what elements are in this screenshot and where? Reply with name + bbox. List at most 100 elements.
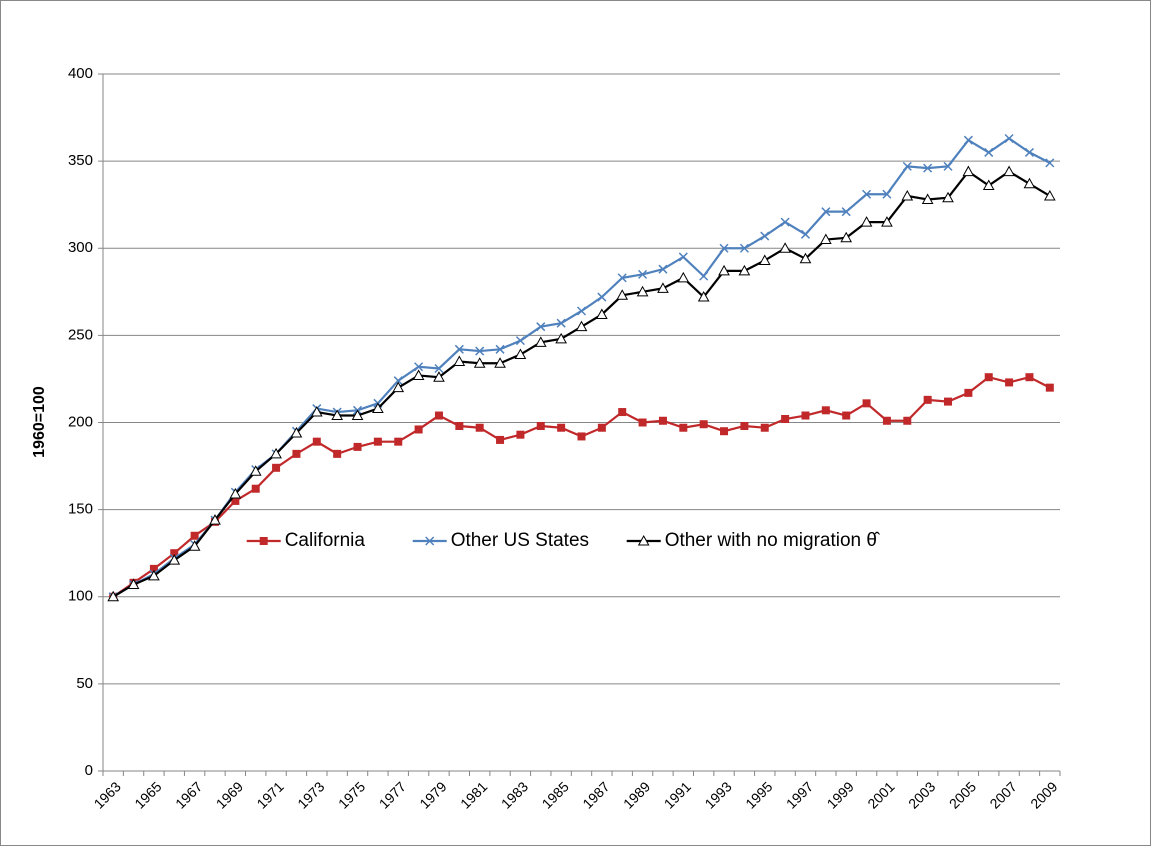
marker	[577, 432, 586, 441]
marker	[862, 399, 871, 408]
y-tick-label: 100	[68, 588, 93, 605]
marker	[494, 357, 506, 368]
marker	[699, 420, 708, 429]
marker	[425, 536, 435, 546]
marker	[760, 423, 769, 432]
marker	[740, 421, 749, 430]
marker	[679, 423, 688, 432]
marker	[637, 534, 650, 546]
marker	[310, 406, 323, 417]
marker	[454, 344, 464, 354]
marker	[821, 406, 830, 415]
marker	[412, 369, 425, 380]
marker	[840, 231, 853, 243]
marker	[556, 318, 566, 328]
marker	[658, 416, 667, 425]
marker	[881, 216, 893, 227]
marker	[127, 578, 140, 590]
marker	[516, 430, 525, 439]
marker	[841, 207, 851, 217]
marker	[188, 540, 201, 551]
marker	[842, 411, 851, 420]
marker	[964, 388, 973, 397]
marker	[718, 264, 730, 276]
marker	[618, 408, 627, 417]
marker	[636, 285, 649, 297]
marker	[903, 416, 912, 425]
legend-label: Other with no migration θ̂	[665, 530, 881, 551]
marker	[270, 447, 282, 459]
marker	[475, 346, 485, 356]
marker	[1005, 378, 1014, 387]
marker	[739, 243, 749, 253]
marker	[984, 147, 994, 157]
marker	[923, 395, 932, 404]
y-tick-label: 250	[68, 326, 93, 343]
marker	[353, 442, 362, 451]
marker	[148, 569, 160, 581]
marker	[534, 336, 547, 347]
marker	[1045, 383, 1054, 392]
marker	[209, 514, 221, 525]
marker	[819, 233, 832, 245]
marker	[943, 161, 953, 171]
marker	[229, 487, 242, 499]
marker	[901, 189, 914, 201]
marker	[982, 179, 995, 191]
marker	[414, 425, 423, 434]
y-tick-label: 50	[76, 675, 93, 692]
marker	[801, 411, 810, 420]
marker	[414, 362, 424, 372]
marker	[231, 496, 240, 505]
marker	[259, 536, 268, 545]
y-tick-label: 350	[68, 152, 93, 169]
marker	[1025, 373, 1034, 382]
y-tick-label: 300	[68, 239, 93, 256]
marker	[699, 271, 709, 281]
marker	[760, 231, 770, 241]
marker	[944, 397, 953, 406]
marker	[373, 437, 382, 446]
marker	[251, 484, 260, 493]
marker	[536, 421, 545, 430]
marker	[149, 564, 158, 573]
marker	[1024, 147, 1034, 157]
marker	[292, 449, 301, 458]
marker	[657, 282, 669, 293]
marker	[962, 165, 975, 177]
marker	[781, 415, 790, 424]
marker	[616, 289, 629, 300]
legend-label: California	[285, 530, 366, 551]
marker	[331, 409, 344, 421]
marker	[434, 363, 444, 374]
marker	[617, 273, 627, 283]
marker	[638, 269, 648, 279]
marker	[658, 264, 668, 274]
marker	[677, 271, 690, 283]
marker	[333, 449, 342, 458]
marker	[555, 332, 567, 344]
marker	[575, 320, 588, 332]
marker	[738, 264, 751, 276]
marker	[1003, 165, 1015, 177]
marker	[984, 373, 993, 382]
y-tick-label: 0	[85, 762, 93, 779]
marker	[860, 216, 873, 227]
marker	[351, 409, 364, 421]
marker	[821, 207, 831, 217]
marker	[638, 418, 647, 427]
marker	[720, 427, 729, 436]
marker	[779, 242, 791, 253]
marker	[597, 423, 606, 432]
marker	[473, 357, 486, 368]
marker	[882, 189, 892, 199]
legend-label: Other US States	[451, 530, 589, 551]
marker	[902, 161, 912, 171]
marker	[697, 291, 710, 302]
marker	[190, 531, 199, 540]
marker	[596, 308, 608, 319]
marker	[942, 191, 954, 203]
marker	[1043, 189, 1056, 201]
marker	[515, 336, 525, 346]
